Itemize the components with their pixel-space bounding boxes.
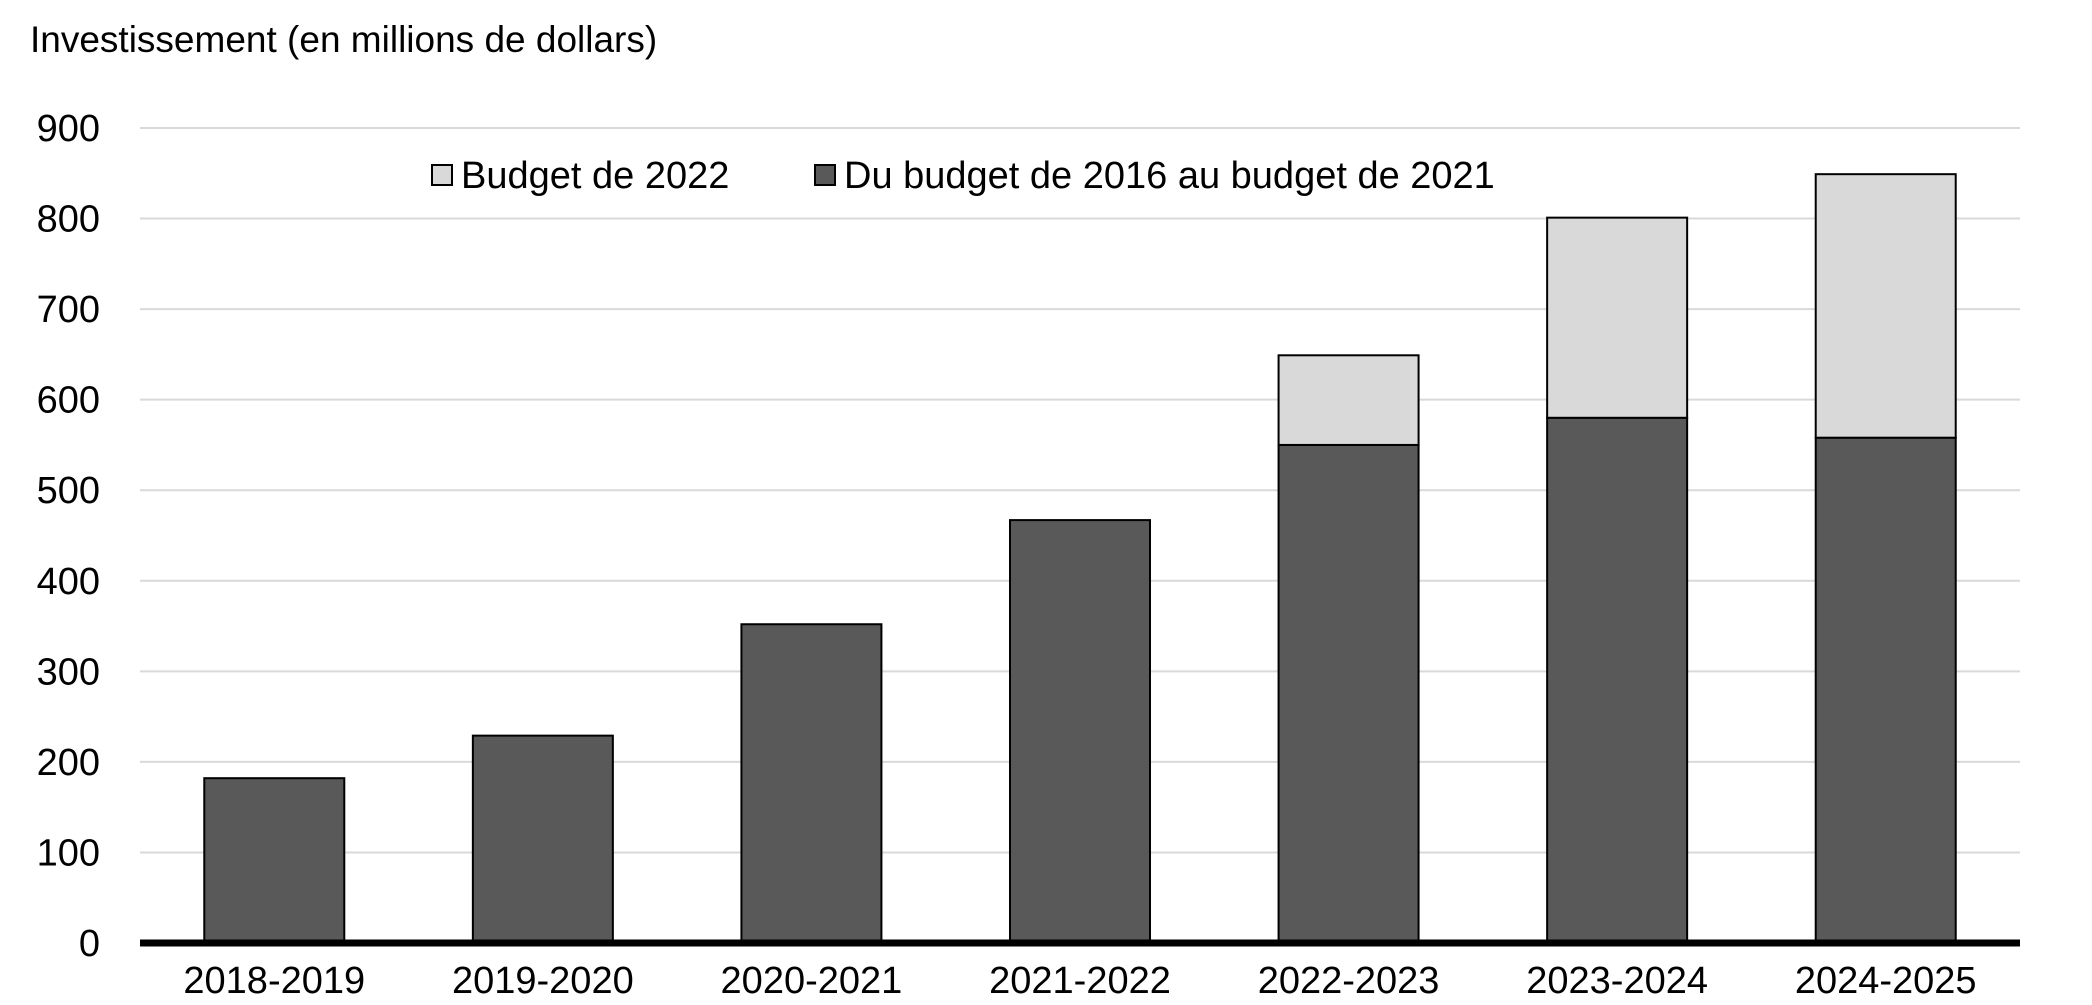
y-tick-label: 700 [37, 289, 100, 331]
y-tick-label: 500 [37, 470, 100, 512]
x-tick-label: 2018-2019 [183, 960, 365, 1002]
bar-2022-2023-series-1 [1277, 354, 1420, 446]
bar-2021-2022-series-0 [1009, 519, 1151, 944]
bar-2018-2019-series-0 [203, 777, 346, 945]
gridlines [140, 127, 2020, 854]
y-tick-label: 300 [37, 651, 100, 693]
bar-2019-2020-series-0 [471, 734, 614, 945]
x-tick-label: 2021-2022 [989, 960, 1171, 1002]
legend-swatch-budget-2022 [431, 164, 453, 186]
legend-label-budget-2016-2021: Du budget de 2016 au budget de 2021 [844, 155, 1495, 197]
bar-2020-2021-series-0 [740, 623, 883, 944]
y-tick-label: 400 [37, 561, 100, 603]
x-tick-label: 2022-2023 [1258, 960, 1440, 1002]
y-tick-label: 600 [37, 380, 100, 422]
bar-2023-2024-series-0 [1546, 416, 1689, 944]
legend: Budget de 2022 Du budget de 2016 au budg… [431, 155, 1495, 197]
bars [203, 173, 1957, 945]
legend-swatch-budget-2016-2021 [814, 164, 836, 186]
y-tick-label: 800 [37, 199, 100, 241]
x-tick-label: 2023-2024 [1526, 960, 1708, 1002]
legend-label-budget-2022: Budget de 2022 [461, 155, 729, 197]
y-tick-label: 200 [37, 742, 100, 784]
legend-item-budget-2016-2021: Du budget de 2016 au budget de 2021 [814, 155, 1495, 197]
y-tick-label: 0 [79, 923, 100, 965]
y-tick-label: 100 [37, 832, 100, 874]
bar-2022-2023-series-0 [1277, 443, 1420, 944]
y-axis-ticks: 0 100 200 300 400 500 600 700 800 900 [37, 108, 100, 965]
y-axis-label: Investissement (en millions de dollars) [30, 19, 657, 60]
bar-2023-2024-series-1 [1546, 216, 1689, 419]
x-tick-label: 2020-2021 [721, 960, 903, 1002]
legend-item-budget-2022: Budget de 2022 [431, 155, 729, 197]
x-tick-label: 2024-2025 [1795, 960, 1977, 1002]
bar-2024-2025-series-1 [1814, 173, 1957, 439]
bar-2024-2025-series-0 [1814, 436, 1957, 944]
x-axis-ticks: 2018-2019 2019-2020 2020-2021 2021-2022 2022… [183, 960, 1976, 1002]
x-tick-label: 2019-2020 [452, 960, 634, 1002]
y-tick-label: 900 [37, 108, 100, 150]
